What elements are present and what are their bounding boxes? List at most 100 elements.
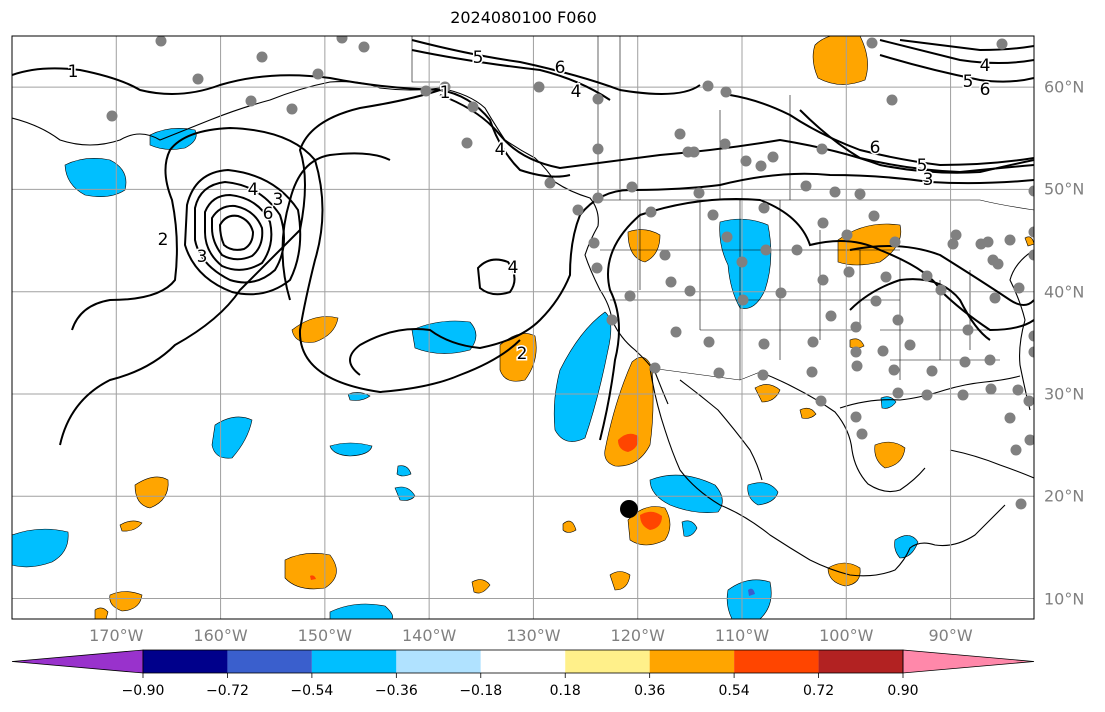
station-dot [850,321,862,333]
contour-label: 5 [963,72,974,92]
shade-region-positive [134,476,169,509]
contour-label: 3 [923,170,934,190]
contour-line [211,204,264,261]
colorbar-label: 0.72 [802,683,835,699]
shade-region-negative [880,396,897,409]
shade-region-negative [211,416,253,459]
station-dot [1028,249,1034,261]
station-dot [959,356,971,368]
lat-tick-label: 10°N [1044,589,1085,609]
station-dot [757,369,769,381]
station-dot [649,362,661,374]
station-dot [106,110,118,122]
contour-label: 1 [440,83,451,103]
contour-label: 4 [571,82,582,102]
station-dot [192,73,204,85]
political-border [649,367,761,381]
contour-line [849,278,991,341]
lat-tick-label: 50°N [1044,179,1085,199]
colorbar-label: 0.36 [634,683,666,699]
lon-tick-label: 160°W [193,626,248,645]
colorbar-label: −0.90 [121,683,165,699]
station-dot [439,81,451,93]
coastline [949,449,1034,479]
lon-tick-label: 120°W [610,626,665,645]
contour-label: 3 [273,190,284,210]
station-dot [866,37,878,49]
shade-region-negative [394,486,416,501]
station-dot [719,138,731,150]
station-dot [850,411,862,423]
station-dot [829,186,841,198]
shade-region-positive [109,591,143,612]
station-dot [775,287,787,299]
shade-region-negative [553,311,612,442]
shade-region-positive [291,316,339,343]
station-dot [841,229,853,241]
shade-region-positive [284,553,337,590]
colorbar-frame [142,649,904,674]
contour-line [194,180,285,284]
lat-tick-label: 30°N [1044,384,1085,404]
coastline [649,367,1006,577]
contour-line [281,152,391,301]
station-dot [957,389,969,401]
station-dot [256,51,268,63]
station-dot [702,80,714,92]
station-dot [755,160,767,172]
station-dot [760,244,772,256]
colorbar-segment [480,650,566,673]
shade-region-negative [64,158,127,197]
lon-tick-label: 130°W [506,626,561,645]
station-dot [800,180,812,192]
shade-region-positive [812,36,868,85]
station-dot [312,68,324,80]
station-dot [1004,412,1016,424]
station-dot [877,345,889,357]
station-dot [736,256,748,268]
coastline [679,379,763,481]
colorbar-segment [649,650,735,673]
station-dot [870,295,882,307]
contour-label: 6 [980,80,991,100]
political-border [598,199,1034,211]
colorbar-label: 0.18 [549,683,581,699]
shade-region-positive [849,338,865,349]
contour-label: 2 [158,230,169,250]
shade-region-negative [649,474,723,513]
station-dot [892,314,904,326]
station-dot [645,206,657,218]
contour-line [439,94,1034,174]
station-dot [670,326,682,338]
lat-tick-label: 20°N [1044,486,1085,506]
station-dot [461,137,473,149]
station-dot [659,249,671,261]
station-dot [684,285,696,297]
station-dot [336,36,348,44]
station-dot [358,41,370,53]
station-dot [904,339,916,351]
station-dot [935,284,947,296]
shade-region-positive [94,607,109,619]
contour-label: 4 [980,56,991,76]
contour-line [729,94,1034,167]
shaded-anomaly-layer [12,36,1034,619]
station-dot [888,364,900,376]
colorbar-extend-low [11,649,144,674]
station-dot [850,346,862,358]
political-border [779,200,861,360]
station-dot [592,93,604,105]
station-dot [665,276,677,288]
shade-region-strong-positive [618,433,639,452]
station-dot [1023,395,1034,407]
station-dot [984,354,996,366]
colorbar-label: −0.36 [374,683,418,699]
station-dot [843,266,855,278]
station-dot [987,254,999,266]
colorbar-segment [396,650,481,673]
station-dot [950,229,962,241]
lon-tick-label: 100°W [819,626,874,645]
contour-line [879,39,1034,64]
station-dot [693,187,705,199]
